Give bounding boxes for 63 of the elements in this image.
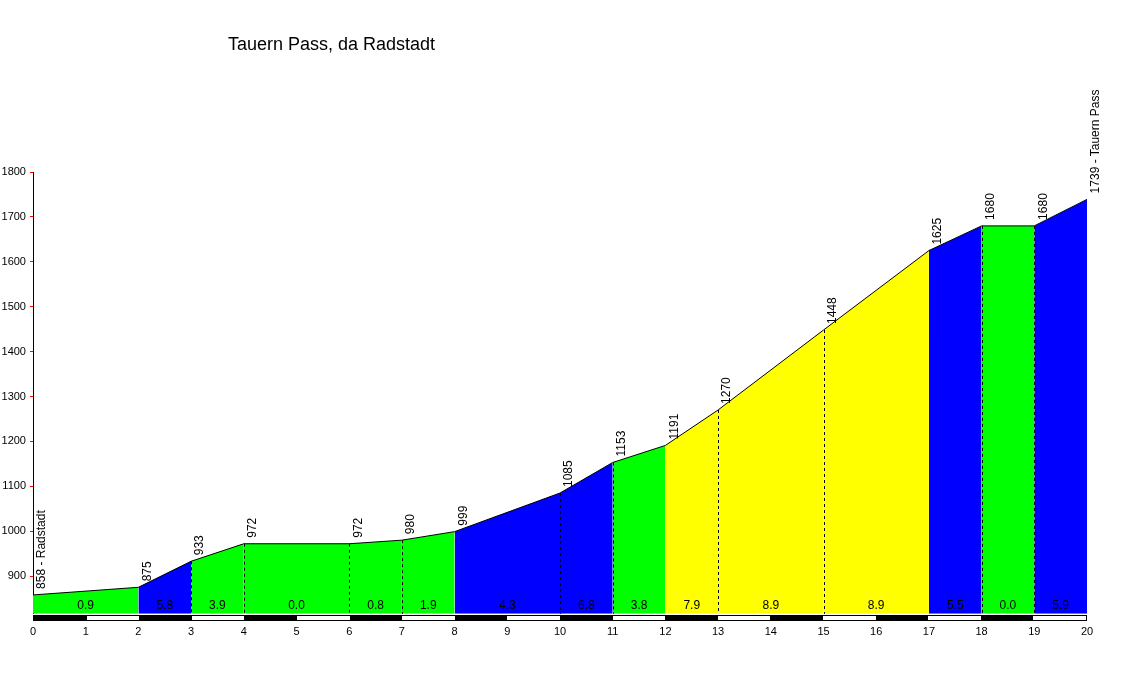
y-tick-label: 1800 xyxy=(1,165,26,178)
data-label: 1085 xyxy=(561,460,576,488)
x-tick-label: 8 xyxy=(451,625,458,638)
data-label: 980 xyxy=(403,513,418,535)
y-tick-label: 900 xyxy=(7,569,26,582)
data-label: 858 - Radstadt xyxy=(34,509,49,589)
y-tick-label: 1500 xyxy=(1,299,26,312)
x-tick-label: 18 xyxy=(975,625,988,638)
x-tick-label: 2 xyxy=(135,625,142,638)
data-label: 972 xyxy=(350,517,365,538)
annotation: 4.3 xyxy=(498,598,516,613)
annotation: 5.9 xyxy=(1052,598,1070,613)
y-tick-label: 1400 xyxy=(1,344,26,357)
x-tick-label: 10 xyxy=(553,625,567,638)
data-label: 1739 - Tauern Pass xyxy=(1088,89,1103,194)
annotation: 5.5 xyxy=(946,598,964,613)
x-tick-label: 9 xyxy=(504,625,511,638)
annotation: 0.9 xyxy=(77,598,95,613)
x-tick-label: 12 xyxy=(659,625,672,638)
data-label: 1680 xyxy=(982,192,997,220)
x-tick-label: 17 xyxy=(922,625,936,638)
y-tick-label: 1100 xyxy=(2,479,26,492)
annotation: 5.8 xyxy=(156,598,174,613)
data-label: 1448 xyxy=(824,297,839,325)
x-tick-label: 16 xyxy=(870,625,883,638)
annotation: 3.9 xyxy=(209,598,227,613)
annotation: 6.8 xyxy=(578,598,596,613)
data-label: 1270 xyxy=(719,376,734,404)
y-tick-label: 1300 xyxy=(1,389,26,402)
annotation: 8.9 xyxy=(867,598,885,613)
annotation: 7.9 xyxy=(683,598,701,613)
data-label: 875 xyxy=(139,560,154,582)
data-label: 1153 xyxy=(614,430,629,457)
data-label: 1625 xyxy=(930,217,945,245)
y-tick-label: 1200 xyxy=(1,434,26,447)
x-tick-label: 7 xyxy=(398,625,405,638)
annotation: 0.8 xyxy=(367,598,385,613)
data-label: 1680 xyxy=(1035,192,1050,220)
x-tick-label: 14 xyxy=(764,625,777,638)
x-tick-label: 3 xyxy=(188,625,195,638)
annotation: 8.9 xyxy=(762,598,780,613)
annotation: 1.9 xyxy=(419,598,437,613)
x-tick-label: 4 xyxy=(240,625,247,638)
data-label: 933 xyxy=(192,534,207,556)
data-label: 999 xyxy=(455,505,470,526)
x-tick-label: 0 xyxy=(29,625,37,638)
x-tick-label: 5 xyxy=(293,625,300,638)
x-tick-label: 20 xyxy=(1080,625,1094,638)
annotation: 3.8 xyxy=(630,598,648,613)
y-tick-label: 1000 xyxy=(1,524,26,537)
x-tick-label: 13 xyxy=(711,625,725,638)
x-tick-label: 6 xyxy=(346,625,353,638)
annotation: 0.0 xyxy=(288,598,306,613)
annotation: 0.0 xyxy=(999,598,1017,613)
x-tick-label: 1 xyxy=(82,625,89,638)
x-tick-label: 19 xyxy=(1028,625,1041,638)
data-label: 1191 xyxy=(666,413,681,440)
x-tick-label: 15 xyxy=(817,625,830,638)
x-tick-label: 11 xyxy=(606,625,619,638)
y-tick-label: 1700 xyxy=(1,209,26,222)
data-label: 972 xyxy=(245,517,260,538)
chart-title: Tauern Pass, da Radstadt xyxy=(228,34,436,55)
y-tick-label: 1600 xyxy=(1,254,26,267)
